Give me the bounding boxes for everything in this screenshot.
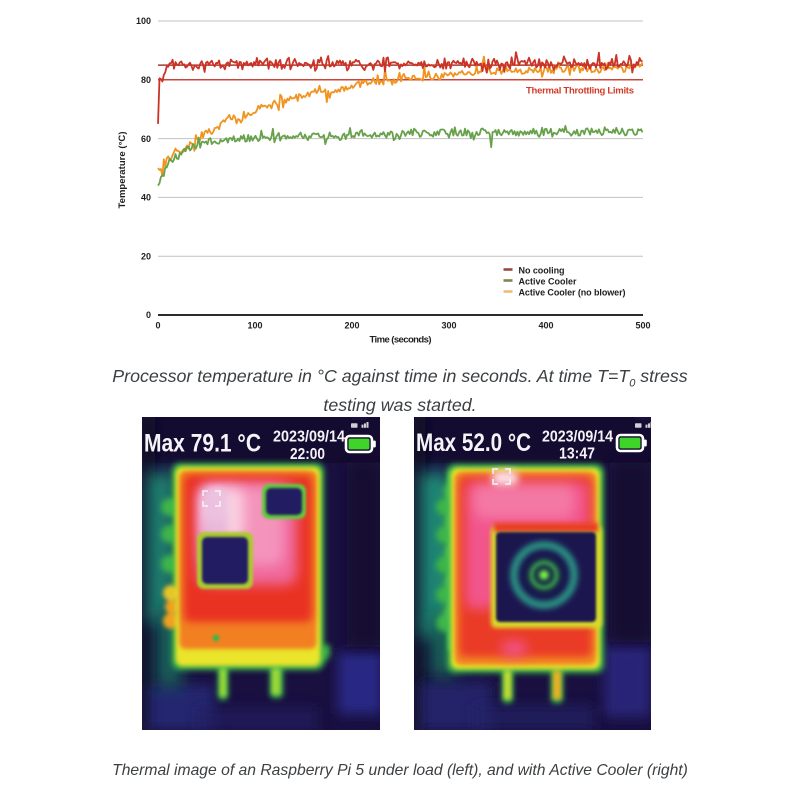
svg-text:2023/09/14: 2023/09/14 bbox=[273, 429, 345, 446]
svg-text:40: 40 bbox=[141, 193, 151, 203]
svg-text:Thermal Throttling Limits: Thermal Throttling Limits bbox=[526, 86, 634, 97]
svg-text:0: 0 bbox=[155, 321, 160, 331]
svg-text:20: 20 bbox=[141, 251, 151, 261]
svg-text:Max 52.0 °C: Max 52.0 °C bbox=[416, 429, 531, 457]
svg-text:2023/09/14: 2023/09/14 bbox=[542, 429, 613, 446]
svg-text:300: 300 bbox=[441, 321, 456, 331]
svg-text:Max 79.1 °C: Max 79.1 °C bbox=[144, 430, 261, 458]
svg-text:22:00: 22:00 bbox=[290, 446, 325, 463]
svg-text:400: 400 bbox=[538, 321, 553, 331]
svg-text:0: 0 bbox=[146, 310, 151, 320]
svg-text:500: 500 bbox=[635, 321, 650, 331]
svg-text:Time (seconds): Time (seconds) bbox=[370, 335, 432, 346]
svg-text:13:47: 13:47 bbox=[559, 446, 595, 463]
svg-text:60: 60 bbox=[141, 134, 151, 144]
svg-text:80: 80 bbox=[141, 75, 151, 85]
svg-text:Temperature (°C): Temperature (°C) bbox=[117, 132, 128, 209]
svg-text:200: 200 bbox=[344, 321, 359, 331]
svg-text:Active Cooler: Active Cooler bbox=[519, 277, 577, 287]
svg-text:Active Cooler (no blower): Active Cooler (no blower) bbox=[519, 288, 626, 298]
svg-text:100: 100 bbox=[247, 321, 262, 331]
svg-text:100: 100 bbox=[136, 16, 151, 26]
svg-text:No cooling: No cooling bbox=[519, 266, 565, 276]
